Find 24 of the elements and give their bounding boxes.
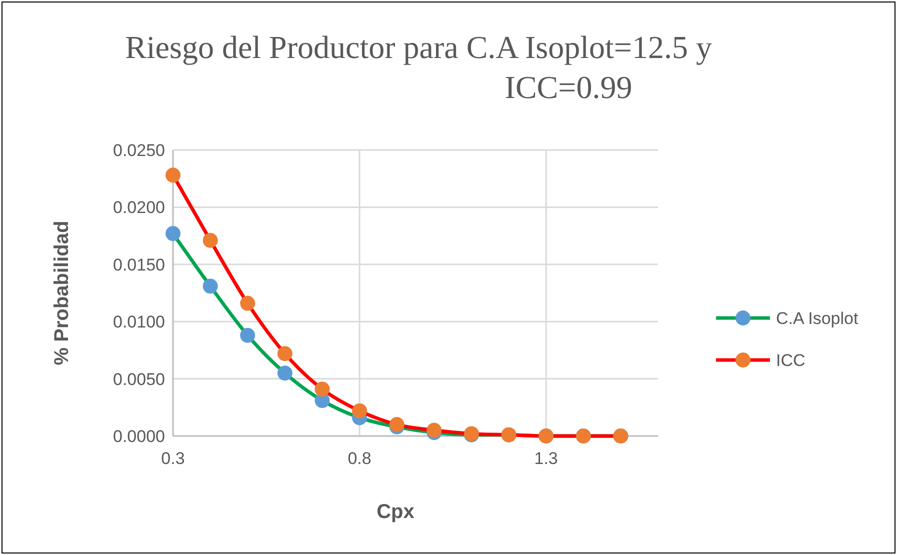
x-tick-label: 1.3: [534, 449, 558, 468]
y-tick-label: 0.0050: [113, 370, 165, 389]
point: [166, 168, 180, 183]
point: [277, 366, 292, 381]
y-tick-label: 0.0000: [113, 426, 165, 446]
x-axis-title: Cpx: [376, 501, 414, 523]
point: [314, 382, 330, 397]
y-tick-label: 0.0250: [113, 140, 165, 160]
point: [240, 328, 256, 343]
point: [352, 403, 368, 418]
legend-label: C.A Isoplot: [776, 308, 858, 328]
y-tick-label: 0.0150: [113, 255, 165, 274]
point: [166, 226, 180, 242]
x-tick-label: 0.3: [161, 449, 185, 468]
point: [240, 296, 256, 311]
legend-label: ICC: [776, 350, 806, 370]
point: [202, 278, 218, 294]
x-tick-label: 0.8: [348, 449, 372, 468]
y-tick-label: 0.0200: [113, 198, 165, 218]
point: [202, 232, 218, 248]
point: [277, 346, 292, 362]
y-tick-label: 0.0100: [113, 312, 165, 332]
y-axis-title: % Probabilidad: [51, 220, 73, 366]
chart-title: Riesgo del Productor para C.A Isoplot=12.5 y ICC=0.99: [125, 29, 712, 105]
